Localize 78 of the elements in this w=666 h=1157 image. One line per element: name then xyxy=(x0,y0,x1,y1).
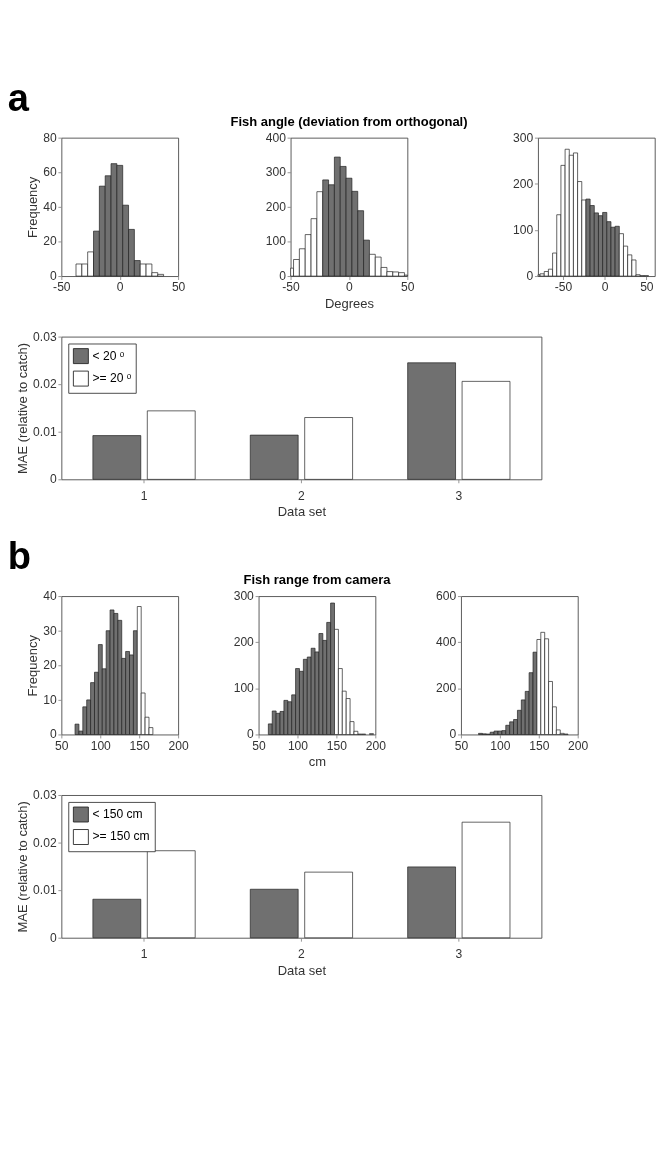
y-tick-label: 10 xyxy=(43,692,57,707)
x-tick-label: 200 xyxy=(568,738,589,753)
x-tick-label: 50 xyxy=(171,280,186,295)
x-tick-label: 200 xyxy=(365,738,387,753)
x-tick-label: 50 xyxy=(454,738,469,753)
chart-title: Fish range from camera xyxy=(243,572,392,588)
y-tick-label: 0 xyxy=(526,268,534,283)
y-tick-label: 40 xyxy=(43,199,57,214)
y-tick-label: 30 xyxy=(43,623,57,638)
y-tick-label: 0 xyxy=(449,727,457,742)
x-tick-label: 0 xyxy=(116,280,124,295)
x-tick-label: 150 xyxy=(326,738,348,753)
y-tick-label: 0.02 xyxy=(33,377,57,392)
y-axis-title: Frequency xyxy=(25,176,41,238)
x-axis-title: Degrees xyxy=(324,295,375,311)
x-axis-title: Data set xyxy=(277,504,327,520)
y-tick-label: 20 xyxy=(43,234,57,249)
x-tick-label: 0 xyxy=(601,280,609,295)
y-tick-label: 100 xyxy=(233,681,255,696)
y-tick-label: 0.03 xyxy=(33,329,57,344)
x-tick-label: 50 xyxy=(401,280,415,295)
y-tick-label: 200 xyxy=(436,681,457,696)
x-tick-label: 150 xyxy=(129,738,151,753)
legend-label: >= 150 cm xyxy=(92,829,150,844)
x-tick-label: 150 xyxy=(529,738,550,753)
y-axis-title: MAE (relative to catch) xyxy=(15,801,31,933)
y-tick-label: 200 xyxy=(233,635,255,650)
chart-title: Fish angle (deviation from orthogonal) xyxy=(230,113,468,129)
y-tick-label: 60 xyxy=(43,165,57,180)
x-tick-label: 100 xyxy=(490,738,511,753)
x-tick-label: 2 xyxy=(298,947,306,962)
y-tick-label: 0 xyxy=(49,727,57,742)
y-tick-label: 100 xyxy=(513,222,534,237)
y-tick-label: 300 xyxy=(233,589,255,604)
y-tick-label: 0.02 xyxy=(33,835,57,850)
y-tick-label: 300 xyxy=(513,130,534,145)
y-tick-label: 0 xyxy=(279,268,287,283)
y-tick-label: 0 xyxy=(49,472,57,487)
x-tick-label: 50 xyxy=(252,738,267,753)
y-axis-title: MAE (relative to catch) xyxy=(15,342,31,475)
x-axis-title: cm xyxy=(308,754,327,770)
legend-label: < 150 cm xyxy=(92,806,143,821)
y-tick-label: 0.01 xyxy=(33,883,57,898)
legend-label: < 20 ᵒ xyxy=(92,348,125,363)
x-tick-label: 100 xyxy=(287,738,309,753)
y-tick-label: 400 xyxy=(265,130,287,145)
x-tick-label: 100 xyxy=(90,738,112,753)
x-tick-label: 50 xyxy=(640,280,654,295)
y-tick-label: 300 xyxy=(265,165,287,180)
y-tick-label: 80 xyxy=(43,130,57,145)
x-tick-label: 50 xyxy=(55,738,69,753)
y-tick-label: 40 xyxy=(43,589,57,604)
x-tick-label: 3 xyxy=(455,488,463,503)
y-tick-label: 200 xyxy=(513,176,534,191)
x-tick-label: -50 xyxy=(554,280,573,295)
x-tick-label: 0 xyxy=(346,280,354,295)
text: b xyxy=(7,535,32,578)
x-tick-label: -50 xyxy=(53,280,71,295)
y-axis-title: Frequency xyxy=(25,634,41,697)
y-tick-label: 200 xyxy=(265,199,287,214)
y-tick-label: 0 xyxy=(49,268,57,283)
x-tick-label: 1 xyxy=(140,947,148,962)
x-tick-label: 200 xyxy=(168,738,189,753)
x-tick-label: 2 xyxy=(298,488,306,503)
x-axis-title: Data set xyxy=(277,962,327,978)
x-tick-label: 1 xyxy=(140,488,148,503)
x-tick-label: 3 xyxy=(455,947,463,962)
y-tick-label: 100 xyxy=(265,234,287,249)
y-tick-label: 0 xyxy=(247,727,255,742)
y-tick-label: 0 xyxy=(49,930,57,945)
x-tick-label: -50 xyxy=(282,280,301,295)
y-tick-label: 400 xyxy=(436,635,457,650)
y-tick-label: 0.01 xyxy=(33,424,57,439)
y-tick-label: 0.03 xyxy=(33,787,57,802)
y-tick-label: 20 xyxy=(43,658,57,673)
text: a xyxy=(7,76,30,119)
y-tick-label: 600 xyxy=(436,589,457,604)
legend-label: >= 20 ᵒ xyxy=(92,371,132,386)
